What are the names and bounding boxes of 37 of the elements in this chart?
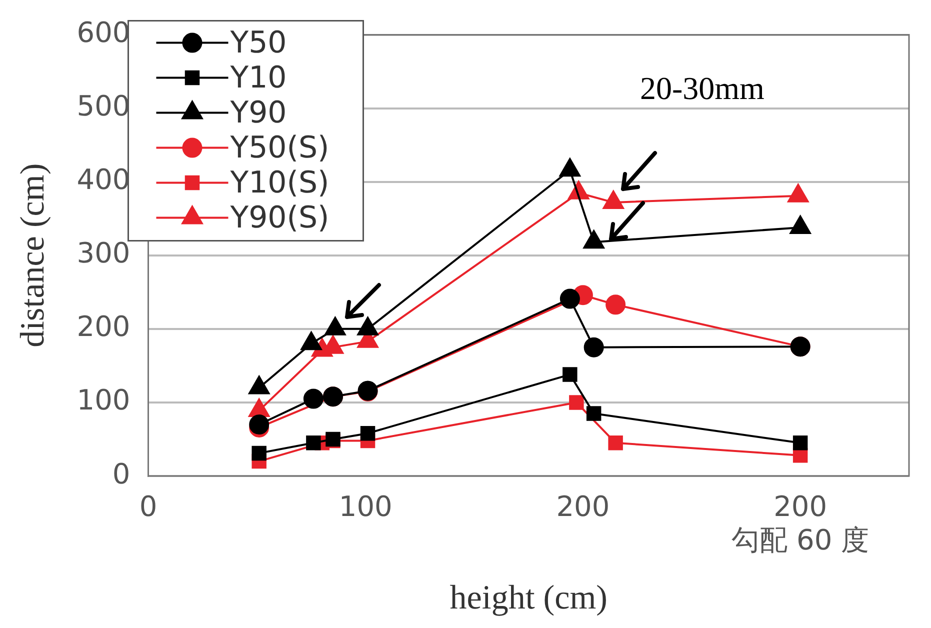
point bbox=[790, 215, 811, 234]
point bbox=[792, 436, 808, 450]
legend-label: Y50(S) bbox=[229, 130, 330, 166]
x-tick-label: 0 bbox=[139, 490, 158, 524]
point bbox=[584, 337, 604, 358]
point bbox=[252, 446, 266, 461]
legend-label: Y90(S) bbox=[229, 200, 330, 236]
y-tick-label: 500 bbox=[76, 90, 130, 123]
x-tick-label: 200 勾配 60 度 bbox=[732, 490, 870, 557]
y-tick-label: 400 bbox=[76, 163, 130, 196]
point bbox=[608, 436, 623, 450]
x-axis-title: height (cm) bbox=[450, 580, 608, 617]
point bbox=[788, 184, 809, 202]
annotation: 20-30mm bbox=[640, 70, 764, 107]
legend-label: Y10(S) bbox=[229, 166, 330, 201]
point bbox=[306, 436, 321, 450]
point bbox=[562, 367, 578, 382]
point bbox=[583, 230, 604, 249]
point bbox=[606, 294, 626, 315]
point bbox=[569, 395, 584, 410]
point bbox=[360, 426, 376, 441]
x-tick-label: 100 bbox=[338, 490, 392, 524]
point bbox=[602, 190, 624, 209]
x-tick-label: 200 bbox=[556, 490, 610, 524]
point bbox=[303, 388, 324, 409]
y-tick-label: 100 bbox=[76, 384, 130, 417]
point bbox=[560, 288, 580, 309]
point bbox=[559, 158, 580, 177]
y-axis-title: distance (cm) bbox=[14, 163, 52, 348]
y-tick-label: 0 bbox=[112, 457, 130, 490]
point bbox=[586, 406, 602, 421]
y-tick-label: 300 bbox=[76, 236, 130, 270]
legend-label: Y50 bbox=[229, 26, 287, 61]
legend-label: Y10 bbox=[229, 60, 287, 96]
legend-label: Y90 bbox=[229, 96, 287, 131]
y-tick-label: 200 bbox=[76, 310, 130, 344]
y-tick-label: 600 bbox=[76, 16, 130, 50]
